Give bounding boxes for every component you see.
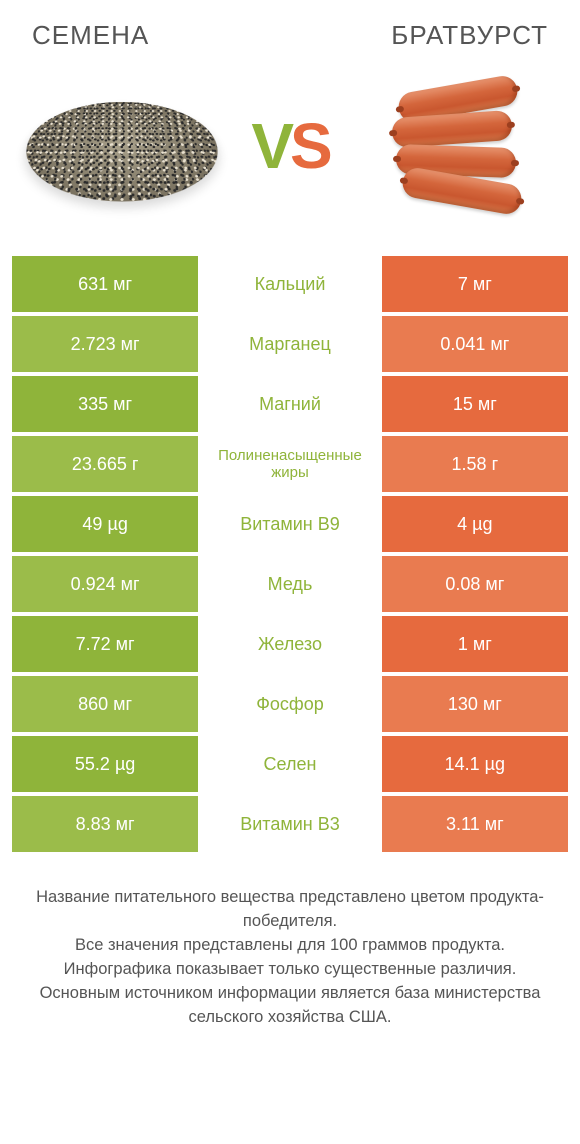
vs-v: V <box>251 110 290 182</box>
footer-line: Все значения представлены для 100 граммо… <box>22 934 558 958</box>
left-value: 2.723 мг <box>12 316 198 372</box>
footer-line: Основным источником информации является … <box>22 982 558 1030</box>
nutrient-label: Фосфор <box>198 676 381 732</box>
nutrient-label: Магний <box>198 376 381 432</box>
right-value: 15 мг <box>382 376 568 432</box>
left-value: 55.2 µg <box>12 736 198 792</box>
right-value: 1 мг <box>382 616 568 672</box>
left-value: 23.665 г <box>12 436 198 492</box>
table-row: 0.924 мгМедь0.08 мг <box>12 556 568 612</box>
vs-s: S <box>290 110 329 182</box>
left-value: 860 мг <box>12 676 198 732</box>
images-row: VS <box>12 71 568 221</box>
nutrient-label: Витамин B3 <box>198 796 381 852</box>
right-product-image <box>358 71 558 221</box>
table-row: 631 мгКальций7 мг <box>12 256 568 312</box>
right-product-title: Братвурст <box>391 20 548 51</box>
right-value: 1.58 г <box>382 436 568 492</box>
right-value: 0.08 мг <box>382 556 568 612</box>
table-row: 7.72 мгЖелезо1 мг <box>12 616 568 672</box>
footer-line: Название питательного вещества представл… <box>22 886 558 934</box>
nutrient-label: Медь <box>198 556 381 612</box>
right-value: 3.11 мг <box>382 796 568 852</box>
table-row: 49 µgВитамин B94 µg <box>12 496 568 552</box>
left-value: 631 мг <box>12 256 198 312</box>
table-row: 55.2 µgСелен14.1 µg <box>12 736 568 792</box>
table-row: 860 мгФосфор130 мг <box>12 676 568 732</box>
nutrient-label: Марганец <box>198 316 381 372</box>
left-value: 0.924 мг <box>12 556 198 612</box>
nutrient-label: Витамин B9 <box>198 496 381 552</box>
right-value: 14.1 µg <box>382 736 568 792</box>
nutrient-label: Кальций <box>198 256 381 312</box>
table-row: 8.83 мгВитамин B33.11 мг <box>12 796 568 852</box>
nutrient-label: Железо <box>198 616 381 672</box>
right-value: 0.041 мг <box>382 316 568 372</box>
vs-label: VS <box>251 109 328 183</box>
left-value: 49 µg <box>12 496 198 552</box>
left-value: 8.83 мг <box>12 796 198 852</box>
footer-notes: Название питательного вещества представл… <box>12 886 568 1050</box>
right-value: 130 мг <box>382 676 568 732</box>
nutrient-label: Селен <box>198 736 381 792</box>
table-row: 2.723 мгМарганец0.041 мг <box>12 316 568 372</box>
left-value: 335 мг <box>12 376 198 432</box>
sausages-icon <box>388 76 528 216</box>
titles-row: Семена Братвурст <box>12 20 568 51</box>
right-value: 4 µg <box>382 496 568 552</box>
seeds-icon <box>15 102 230 202</box>
right-value: 7 мг <box>382 256 568 312</box>
left-value: 7.72 мг <box>12 616 198 672</box>
footer-line: Инфографика показывает только существенн… <box>22 958 558 982</box>
table-row: 335 мгМагний15 мг <box>12 376 568 432</box>
nutrition-table: 631 мгКальций7 мг2.723 мгМарганец0.041 м… <box>12 256 568 852</box>
left-product-title: Семена <box>32 20 149 51</box>
table-row: 23.665 гПолиненасыщенные жиры1.58 г <box>12 436 568 492</box>
nutrient-label: Полиненасыщенные жиры <box>198 436 381 492</box>
left-product-image <box>22 71 222 221</box>
